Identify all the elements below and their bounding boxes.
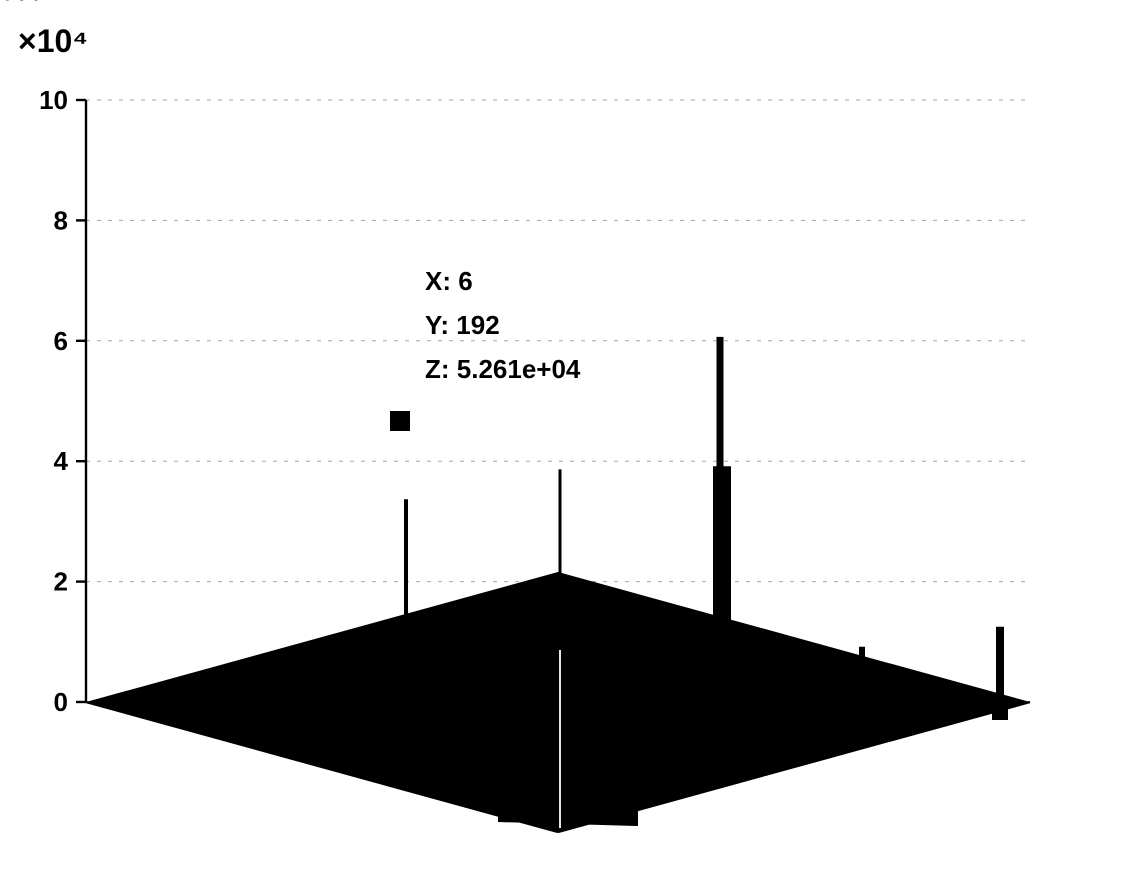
datatip-marker[interactable]	[390, 411, 410, 431]
datatip-line: Z: 5.261e+04	[425, 354, 581, 384]
z-tick-label: 6	[54, 326, 68, 356]
3d-surface-chart: ×10⁴024681060040020000200400600X: 6Y: 19…	[0, 0, 1147, 886]
z-exponent-label: ×10⁴	[18, 23, 88, 59]
z-tick-label: 10	[39, 85, 68, 115]
x-tick-label: 600	[0, 0, 43, 6]
z-tick-label: 2	[54, 567, 68, 597]
z-tick-label: 4	[54, 446, 69, 476]
z-tick-label: 0	[54, 687, 68, 717]
surface	[86, 337, 1030, 832]
datatip-line: Y: 192	[425, 310, 500, 340]
chart-svg: ×10⁴024681060040020000200400600X: 6Y: 19…	[0, 0, 1147, 886]
datatip-line: X: 6	[425, 266, 473, 296]
z-tick-label: 8	[54, 205, 68, 235]
